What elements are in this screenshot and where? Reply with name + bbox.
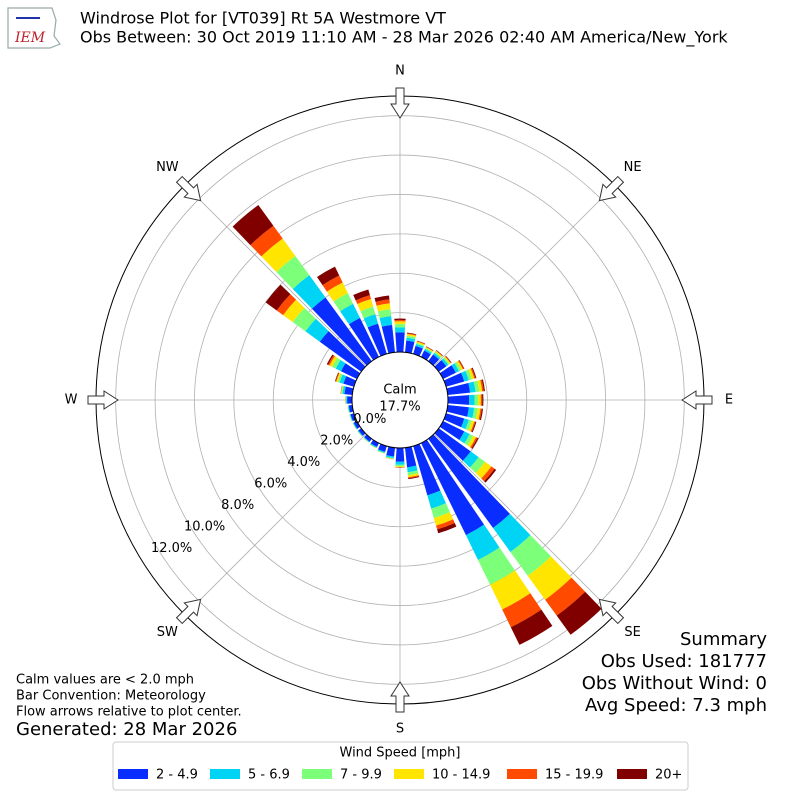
compass-label: W xyxy=(65,393,78,408)
bar-segment xyxy=(395,465,404,467)
calm-label: Calm xyxy=(383,383,416,398)
note-line: Calm values are < 2.0 mph xyxy=(16,673,194,688)
legend-swatch xyxy=(394,769,424,779)
legend-swatch xyxy=(118,769,148,779)
compass-label: SE xyxy=(624,625,640,640)
r-tick-label: 4.0% xyxy=(287,455,320,470)
legend-label: 20+ xyxy=(655,768,682,783)
compass-label: SW xyxy=(157,625,178,640)
legend-label: 15 - 19.9 xyxy=(545,768,603,783)
legend-swatch xyxy=(617,769,647,779)
bar-segment xyxy=(395,332,404,352)
compass-label: E xyxy=(725,393,733,408)
bar-segment xyxy=(394,319,405,321)
legend-label: 10 - 14.9 xyxy=(432,768,490,783)
bar-segment xyxy=(395,324,406,328)
r-tick-label: 0.0% xyxy=(353,412,386,427)
chart-title: Windrose Plot for [VT039] Rt 5A Westmore… xyxy=(80,9,446,28)
bar-segment xyxy=(481,394,483,405)
chart-subtitle: Obs Between: 30 Oct 2019 11:10 AM - 28 M… xyxy=(80,28,728,48)
r-tick-label: 6.0% xyxy=(254,476,287,491)
generated-text: Generated: 28 Mar 2026 xyxy=(16,719,237,740)
bar-segment xyxy=(478,394,481,405)
bar-segment xyxy=(346,396,347,404)
legend-swatch xyxy=(302,769,332,779)
compass-label: S xyxy=(396,722,404,737)
legend-label: 5 - 6.9 xyxy=(248,768,290,783)
legend-swatch xyxy=(210,769,240,779)
bar-segment xyxy=(395,327,405,332)
bar-segment xyxy=(347,396,352,403)
bar-segment xyxy=(395,321,406,324)
logo: IEM xyxy=(8,8,60,48)
compass-label: N xyxy=(395,64,405,79)
summary-line: Avg Speed: 7.3 mph xyxy=(585,695,767,716)
legend-swatch xyxy=(507,769,537,779)
r-tick-label: 10.0% xyxy=(184,519,225,534)
bar-segment xyxy=(448,395,469,405)
r-tick-label: 12.0% xyxy=(151,541,192,556)
compass-label: NW xyxy=(156,160,179,175)
legend-title: Wind Speed [mph] xyxy=(340,746,461,761)
legend-label: 7 - 9.9 xyxy=(340,768,382,783)
bar-segment xyxy=(395,462,404,465)
summary-line: Summary xyxy=(680,629,767,650)
note-line: Bar Convention: Meteorology xyxy=(16,689,206,704)
bar-segment xyxy=(394,320,405,322)
r-tick-label: 2.0% xyxy=(320,434,353,449)
legend-label: 2 - 4.9 xyxy=(156,768,198,783)
r-tick-label: 8.0% xyxy=(221,498,254,513)
bar-segment xyxy=(396,448,405,462)
summary-line: Obs Without Wind: 0 xyxy=(582,673,767,694)
bar-segment xyxy=(474,395,478,406)
summary-line: Obs Used: 181777 xyxy=(601,651,767,672)
bar-segment xyxy=(469,395,474,405)
logo-text: IEM xyxy=(14,30,46,46)
note-line: Flow arrows relative to plot center. xyxy=(16,705,242,720)
bar-segment xyxy=(482,394,483,406)
compass-label: NE xyxy=(624,160,642,175)
